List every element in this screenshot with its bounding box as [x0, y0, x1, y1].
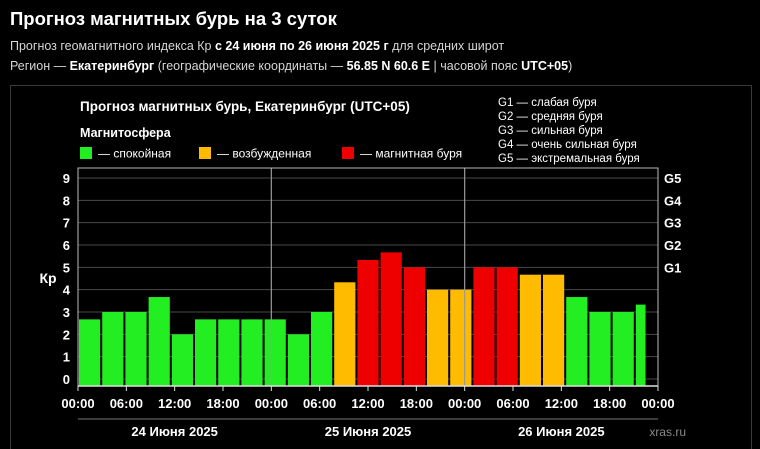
legend-label-storm: — магнитная буря	[360, 147, 462, 161]
x-tick-label: 18:00	[593, 396, 626, 411]
kp-bar	[635, 304, 646, 386]
day-labels: 24 Июня 2025 25 Июня 2025 26 Июня 2025	[78, 418, 658, 439]
bar-series	[79, 252, 646, 386]
y-tick-label: 5	[63, 260, 70, 275]
kp-bar	[496, 267, 518, 386]
kp-bar	[589, 312, 611, 386]
scale-legend-g4: G4 — очень сильная буря	[498, 139, 637, 151]
forecast-period-line: Прогноз геомагнитного индекса Кр с 24 ию…	[10, 39, 504, 53]
kp-bar	[171, 334, 193, 386]
kp-bar	[566, 297, 588, 386]
kp-bar	[287, 334, 309, 386]
kp-bar	[102, 312, 124, 386]
scale-legend-g3: G3 — сильная буря	[498, 125, 603, 137]
y-tick-label: 6	[63, 238, 70, 253]
kp-bar	[612, 312, 634, 386]
kp-bar	[543, 274, 565, 386]
chart-panel	[10, 85, 752, 449]
x-tick-label: 18:00	[206, 396, 239, 411]
region-line: Регион — Екатеринбург (географические ко…	[10, 59, 572, 73]
kp-bar	[79, 319, 101, 386]
x-tick-label: 06:00	[303, 396, 336, 411]
kp-bar	[241, 319, 263, 386]
g-scale-tick-labels: G1 G2 G3 G4 G5	[664, 171, 682, 275]
kp-bar	[403, 267, 425, 386]
g-tick-label: G3	[664, 216, 681, 231]
x-tick-label: 00:00	[255, 396, 288, 411]
legend-swatch-quiet	[80, 147, 92, 159]
y-tick-label: 0	[63, 372, 70, 387]
day-label: 25 Июня 2025	[325, 424, 412, 439]
y-tick-labels: 0 1 2 3 4 5 6 7 8 9	[63, 171, 71, 387]
x-tick-label: 00:00	[641, 396, 674, 411]
kp-bar	[218, 319, 240, 386]
kp-bar	[450, 289, 472, 386]
y-axis-label: Кр	[39, 270, 56, 286]
region-prefix: Регион —	[10, 59, 70, 73]
legend-label-quiet: — спокойная	[98, 147, 171, 161]
region-suffix: )	[568, 59, 573, 73]
kp-bar	[427, 289, 449, 386]
kp-bar	[334, 282, 356, 386]
kp-bar	[195, 319, 217, 386]
legend-title: Магнитосфера	[80, 126, 172, 140]
x-tick-label: 12:00	[545, 396, 578, 411]
x-tick-labels: 00:00 06:00 12:00 18:00 00:00 06:00 12:00 18:00…	[61, 386, 675, 411]
kp-bar	[380, 252, 402, 386]
x-tick-label: 06:00	[496, 396, 529, 411]
kp-bar	[519, 274, 541, 386]
y-tick-label: 7	[63, 216, 70, 231]
y-tick-label: 8	[63, 193, 70, 208]
legend-label-active: — возбужденная	[217, 147, 311, 161]
chart-title: Прогноз магнитных бурь, Екатеринбург (UT…	[80, 99, 410, 114]
period-dates: с 24 июня по 26 июня 2025 г	[214, 39, 389, 53]
region-name: Екатеринбург	[69, 59, 155, 73]
x-tick-label: 06:00	[110, 396, 143, 411]
coords-prefix: (географические координаты —	[154, 59, 347, 73]
legend-swatch-storm	[342, 147, 354, 159]
x-tick-label: 12:00	[158, 396, 191, 411]
y-tick-label: 4	[63, 283, 71, 298]
x-tick-label: 00:00	[61, 396, 94, 411]
watermark: xras.ru	[649, 425, 686, 439]
kp-bar	[311, 312, 333, 386]
x-tick-label: 12:00	[351, 396, 384, 411]
kp-bar	[264, 319, 286, 386]
g-tick-label: G2	[664, 238, 681, 253]
g-tick-label: G4	[664, 193, 682, 208]
legend-swatch-active	[199, 147, 211, 159]
region-coords: 56.85 N 60.6 E	[346, 59, 431, 73]
kp-bar	[357, 259, 379, 386]
y-tick-label: 9	[63, 171, 70, 186]
y-tick-label: 1	[63, 350, 70, 365]
kp-bar	[473, 267, 495, 386]
x-tick-label: 00:00	[448, 396, 481, 411]
g-tick-label: G5	[664, 171, 681, 186]
day-label: 24 Июня 2025	[131, 424, 218, 439]
x-tick-label: 18:00	[400, 396, 433, 411]
g-tick-label: G1	[664, 260, 681, 275]
scale-legend-g5: G5 — экстремальная буря	[498, 153, 640, 165]
page-title: Прогноз магнитных бурь на 3 суток	[10, 8, 337, 29]
scale-legend-g1: G1 — слабая буря	[498, 97, 597, 109]
region-timezone: UTC+05	[521, 59, 569, 73]
period-prefix: Прогноз геомагнитного индекса Кр	[10, 39, 215, 53]
kp-bar	[148, 297, 170, 386]
kp-bar	[125, 312, 147, 386]
period-suffix: для средних широт	[388, 39, 505, 53]
y-tick-label: 3	[63, 305, 70, 320]
day-label: 26 Июня 2025	[518, 424, 605, 439]
scale-legend-g2: G2 — средняя буря	[498, 111, 603, 123]
y-tick-label: 2	[63, 327, 70, 342]
day-separators	[270, 168, 466, 386]
timezone-prefix: | часовой пояс	[430, 59, 522, 73]
